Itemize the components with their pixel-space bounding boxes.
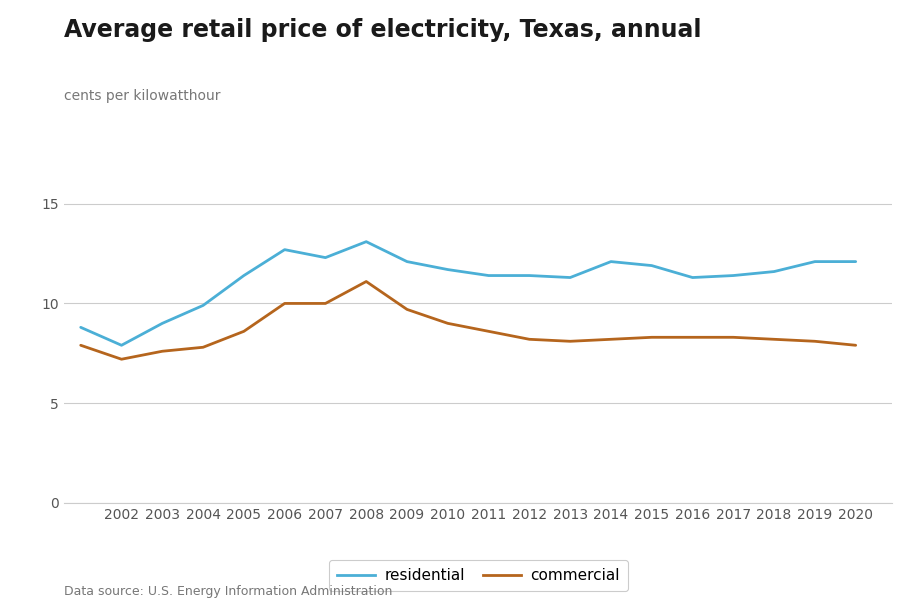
- commercial: [482, 327, 494, 335]
- residential: [767, 268, 778, 275]
- residential: [686, 274, 698, 281]
- residential: [238, 272, 249, 280]
- Text: Data source: U.S. Energy Information Administration: Data source: U.S. Energy Information Adm…: [64, 585, 392, 598]
- commercial: [278, 300, 289, 307]
- residential: [442, 266, 453, 273]
- residential: [320, 254, 331, 261]
- residential: [278, 246, 289, 253]
- Text: cents per kilowatthour: cents per kilowatthour: [64, 89, 221, 103]
- commercial: [564, 338, 575, 345]
- commercial: [849, 341, 860, 349]
- commercial: [360, 278, 371, 285]
- residential: [482, 272, 494, 280]
- commercial: [401, 306, 412, 313]
- commercial: [442, 320, 453, 327]
- residential: [116, 341, 127, 349]
- commercial: [605, 336, 616, 343]
- Legend: residential, commercial: residential, commercial: [329, 560, 627, 591]
- Line: commercial: commercial: [81, 281, 855, 359]
- residential: [564, 274, 575, 281]
- residential: [523, 272, 534, 280]
- commercial: [686, 333, 698, 341]
- residential: [156, 320, 167, 327]
- commercial: [645, 333, 656, 341]
- residential: [401, 258, 412, 265]
- commercial: [156, 348, 167, 355]
- Text: Average retail price of electricity, Texas, annual: Average retail price of electricity, Tex…: [64, 18, 701, 42]
- residential: [75, 324, 86, 331]
- residential: [198, 302, 209, 309]
- commercial: [767, 336, 778, 343]
- commercial: [238, 327, 249, 335]
- residential: [809, 258, 820, 265]
- residential: [849, 258, 860, 265]
- commercial: [809, 338, 820, 345]
- commercial: [116, 356, 127, 363]
- residential: [727, 272, 738, 280]
- commercial: [75, 341, 86, 349]
- residential: [605, 258, 616, 265]
- residential: [360, 238, 371, 245]
- commercial: [198, 343, 209, 351]
- commercial: [523, 336, 534, 343]
- Line: residential: residential: [81, 242, 855, 345]
- commercial: [727, 333, 738, 341]
- commercial: [320, 300, 331, 307]
- residential: [645, 262, 656, 269]
